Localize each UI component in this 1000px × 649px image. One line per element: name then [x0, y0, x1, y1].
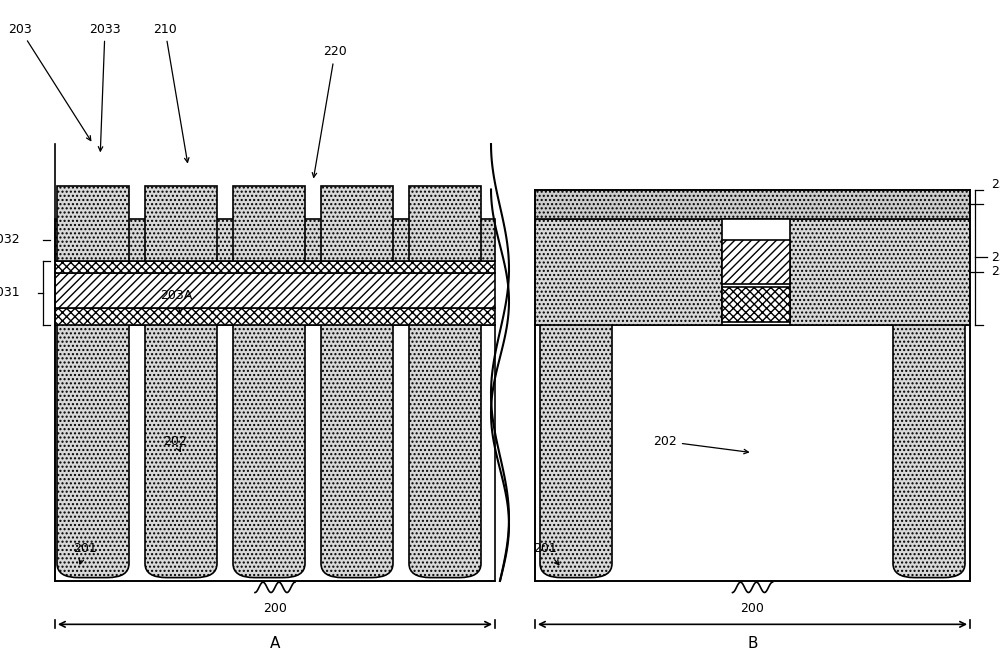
- Bar: [409, 186, 481, 261]
- Text: 2032: 2032: [0, 233, 20, 247]
- Bar: [535, 190, 970, 219]
- Text: 202: 202: [163, 435, 187, 452]
- Bar: [55, 219, 495, 261]
- Bar: [535, 219, 970, 324]
- Bar: [55, 273, 495, 308]
- Text: 232: 232: [991, 178, 1000, 191]
- PathPatch shape: [145, 261, 217, 578]
- Text: 210: 210: [153, 23, 189, 162]
- Text: B: B: [747, 636, 758, 649]
- Bar: [55, 324, 495, 581]
- Bar: [55, 261, 495, 273]
- Text: 231: 231: [991, 265, 1000, 278]
- Text: 201: 201: [73, 542, 97, 564]
- Text: 202: 202: [653, 435, 748, 454]
- Bar: [55, 308, 495, 324]
- Text: A: A: [270, 636, 280, 649]
- PathPatch shape: [893, 219, 965, 578]
- Bar: [722, 288, 790, 323]
- PathPatch shape: [540, 219, 612, 578]
- PathPatch shape: [321, 261, 393, 578]
- Bar: [321, 186, 393, 261]
- Bar: [722, 219, 790, 324]
- Text: 201: 201: [533, 542, 559, 565]
- Text: 200: 200: [741, 602, 764, 615]
- Text: 200: 200: [263, 602, 287, 615]
- Bar: [57, 186, 129, 261]
- Text: 203A: 203A: [160, 289, 192, 314]
- PathPatch shape: [57, 261, 129, 578]
- PathPatch shape: [233, 261, 305, 578]
- Text: 2033: 2033: [89, 23, 121, 151]
- Text: 220: 220: [312, 45, 347, 177]
- Text: 203: 203: [8, 23, 91, 141]
- Bar: [722, 240, 790, 284]
- Bar: [535, 324, 970, 581]
- Text: 230: 230: [991, 251, 1000, 263]
- Text: 2031: 2031: [0, 286, 20, 299]
- Bar: [145, 186, 217, 261]
- PathPatch shape: [409, 261, 481, 578]
- Bar: [233, 186, 305, 261]
